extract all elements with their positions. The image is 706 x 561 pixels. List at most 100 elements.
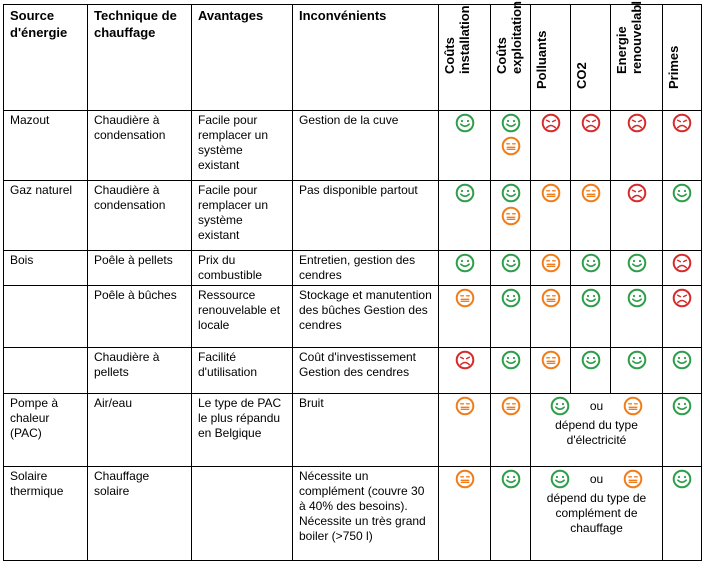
inconvenients-cell: Gestion de la cuve: [292, 110, 439, 181]
happy-face-icon: [501, 113, 520, 133]
neutral-face-icon: [623, 396, 642, 416]
happy-face-icon: [627, 253, 646, 273]
happy-face-icon: [455, 253, 474, 273]
table-row: Solaire thermique Chauffage solaire Nécess…: [3, 466, 702, 561]
inconvenients-cell: Nécessite un complément (couvre 30 à 40%…: [292, 466, 439, 561]
source-cell: Bois: [3, 250, 88, 286]
dependency-note: dépend du type de complément de chauffag…: [546, 491, 647, 535]
sad-face-icon: [672, 113, 692, 133]
neutral-face-icon: [541, 183, 560, 203]
couts-installation-cell: [438, 347, 491, 394]
couts-exploitation-cell: [490, 393, 531, 467]
source-cell: Solaire thermique: [3, 466, 88, 561]
co2-cell: [570, 285, 611, 348]
polluants-cell: [530, 347, 571, 394]
header-row: Source d'énergie Technique de chauffage …: [3, 1, 702, 111]
co2-cell: [570, 347, 611, 394]
neutral-face-icon: [501, 396, 520, 416]
happy-face-icon: [455, 113, 474, 133]
inconvenients-cell: Bruit: [292, 393, 439, 467]
couts-installation-cell: [438, 393, 491, 467]
couts-installation-cell: [438, 180, 491, 251]
energie-renouvelable-cell: [610, 180, 663, 251]
happy-face-icon: [672, 183, 692, 203]
sad-face-icon: [541, 113, 560, 133]
source-cell: Gaz naturel: [3, 180, 88, 251]
happy-face-icon: [672, 350, 692, 370]
neutral-face-icon: [455, 469, 474, 489]
co2-cell: [570, 110, 611, 181]
happy-face-icon: [501, 288, 520, 308]
energy-comparison-table: Source d'énergie Technique de chauffage …: [3, 1, 702, 561]
avantages-cell: Facile pour remplacer un système existan…: [191, 180, 293, 251]
avantages-cell: Le type de PAC le plus répandu en Belgiq…: [191, 393, 293, 467]
source-cell: Pompe à chaleur (PAC): [3, 393, 88, 467]
avantages-cell: [191, 466, 293, 561]
header-co2: CO2: [570, 4, 611, 111]
primes-cell: [662, 393, 702, 467]
energie-renouvelable-cell: [610, 250, 663, 286]
happy-face-icon: [501, 469, 520, 489]
couts-installation-cell: [438, 466, 491, 561]
couts-installation-cell: [438, 250, 491, 286]
primes-cell: [662, 180, 702, 251]
header-polluants: Polluants: [530, 4, 571, 111]
neutral-face-icon: [541, 288, 560, 308]
table-row: Chaudière à pellets Facilité d'utilisatio…: [3, 347, 702, 394]
technique-cell: Chaudière à pellets: [87, 347, 192, 394]
header-primes: Primes: [662, 4, 702, 111]
co2-cell: [570, 250, 611, 286]
table-row: Pompe à chaleur (PAC) Air/eau Le type de P…: [3, 393, 702, 467]
table-row: Gaz naturel Chaudière à condensation Facil…: [3, 180, 702, 251]
primes-cell: [662, 250, 702, 286]
happy-face-icon: [501, 350, 520, 370]
couts-exploitation-cell: [490, 250, 531, 286]
neutral-face-icon: [541, 253, 560, 273]
source-cell: [3, 347, 88, 394]
primes-cell: [662, 285, 702, 348]
happy-face-icon: [551, 396, 570, 416]
or-label: ou: [589, 398, 604, 413]
header-inconvenients: Inconvénients: [292, 4, 439, 111]
neutral-face-icon: [541, 350, 560, 370]
table-row: Bois Poêle à pellets Prix du combustible En…: [3, 250, 702, 286]
neutral-face-icon: [501, 136, 520, 156]
sad-face-icon: [627, 113, 646, 133]
neutral-face-icon: [623, 469, 642, 489]
couts-exploitation-cell: [490, 285, 531, 348]
neutral-face-icon: [501, 206, 520, 226]
technique-cell: Poêle à pellets: [87, 250, 192, 286]
technique-cell: Poêle à bûches: [87, 285, 192, 348]
technique-cell: Chauffage solaire: [87, 466, 192, 561]
polluants-cell: [530, 180, 571, 251]
sad-face-icon: [672, 288, 692, 308]
happy-face-icon: [501, 183, 520, 203]
energie-renouvelable-cell: [610, 110, 663, 181]
primes-cell: [662, 466, 702, 561]
source-cell: Mazout: [3, 110, 88, 181]
table-row: Poêle à bûches Ressource renouvelable et …: [3, 285, 702, 348]
neutral-face-icon: [581, 183, 600, 203]
source-cell: [3, 285, 88, 348]
sad-face-icon: [455, 350, 474, 370]
merged-impact-cell: ou dépend du type de complément de chauff…: [530, 466, 663, 561]
primes-cell: [662, 110, 702, 181]
merged-impact-cell: ou dépend du type d'électricité: [530, 393, 663, 467]
couts-exploitation-cell: [490, 180, 531, 251]
dependency-note: dépend du type d'électricité: [555, 418, 638, 447]
inconvenients-cell: Pas disponible partout: [292, 180, 439, 251]
happy-face-icon: [501, 253, 520, 273]
neutral-face-icon: [455, 288, 474, 308]
header-avantages: Avantages: [191, 4, 293, 111]
sad-face-icon: [627, 183, 646, 203]
avantages-cell: Facile pour remplacer un système existan…: [191, 110, 293, 181]
happy-face-icon: [672, 396, 692, 416]
primes-cell: [662, 347, 702, 394]
or-label: ou: [589, 471, 604, 486]
happy-face-icon: [627, 350, 646, 370]
happy-face-icon: [627, 288, 646, 308]
happy-face-icon: [581, 350, 600, 370]
couts-exploitation-cell: [490, 466, 531, 561]
avantages-cell: Facilité d'utilisation: [191, 347, 293, 394]
sad-face-icon: [581, 113, 600, 133]
